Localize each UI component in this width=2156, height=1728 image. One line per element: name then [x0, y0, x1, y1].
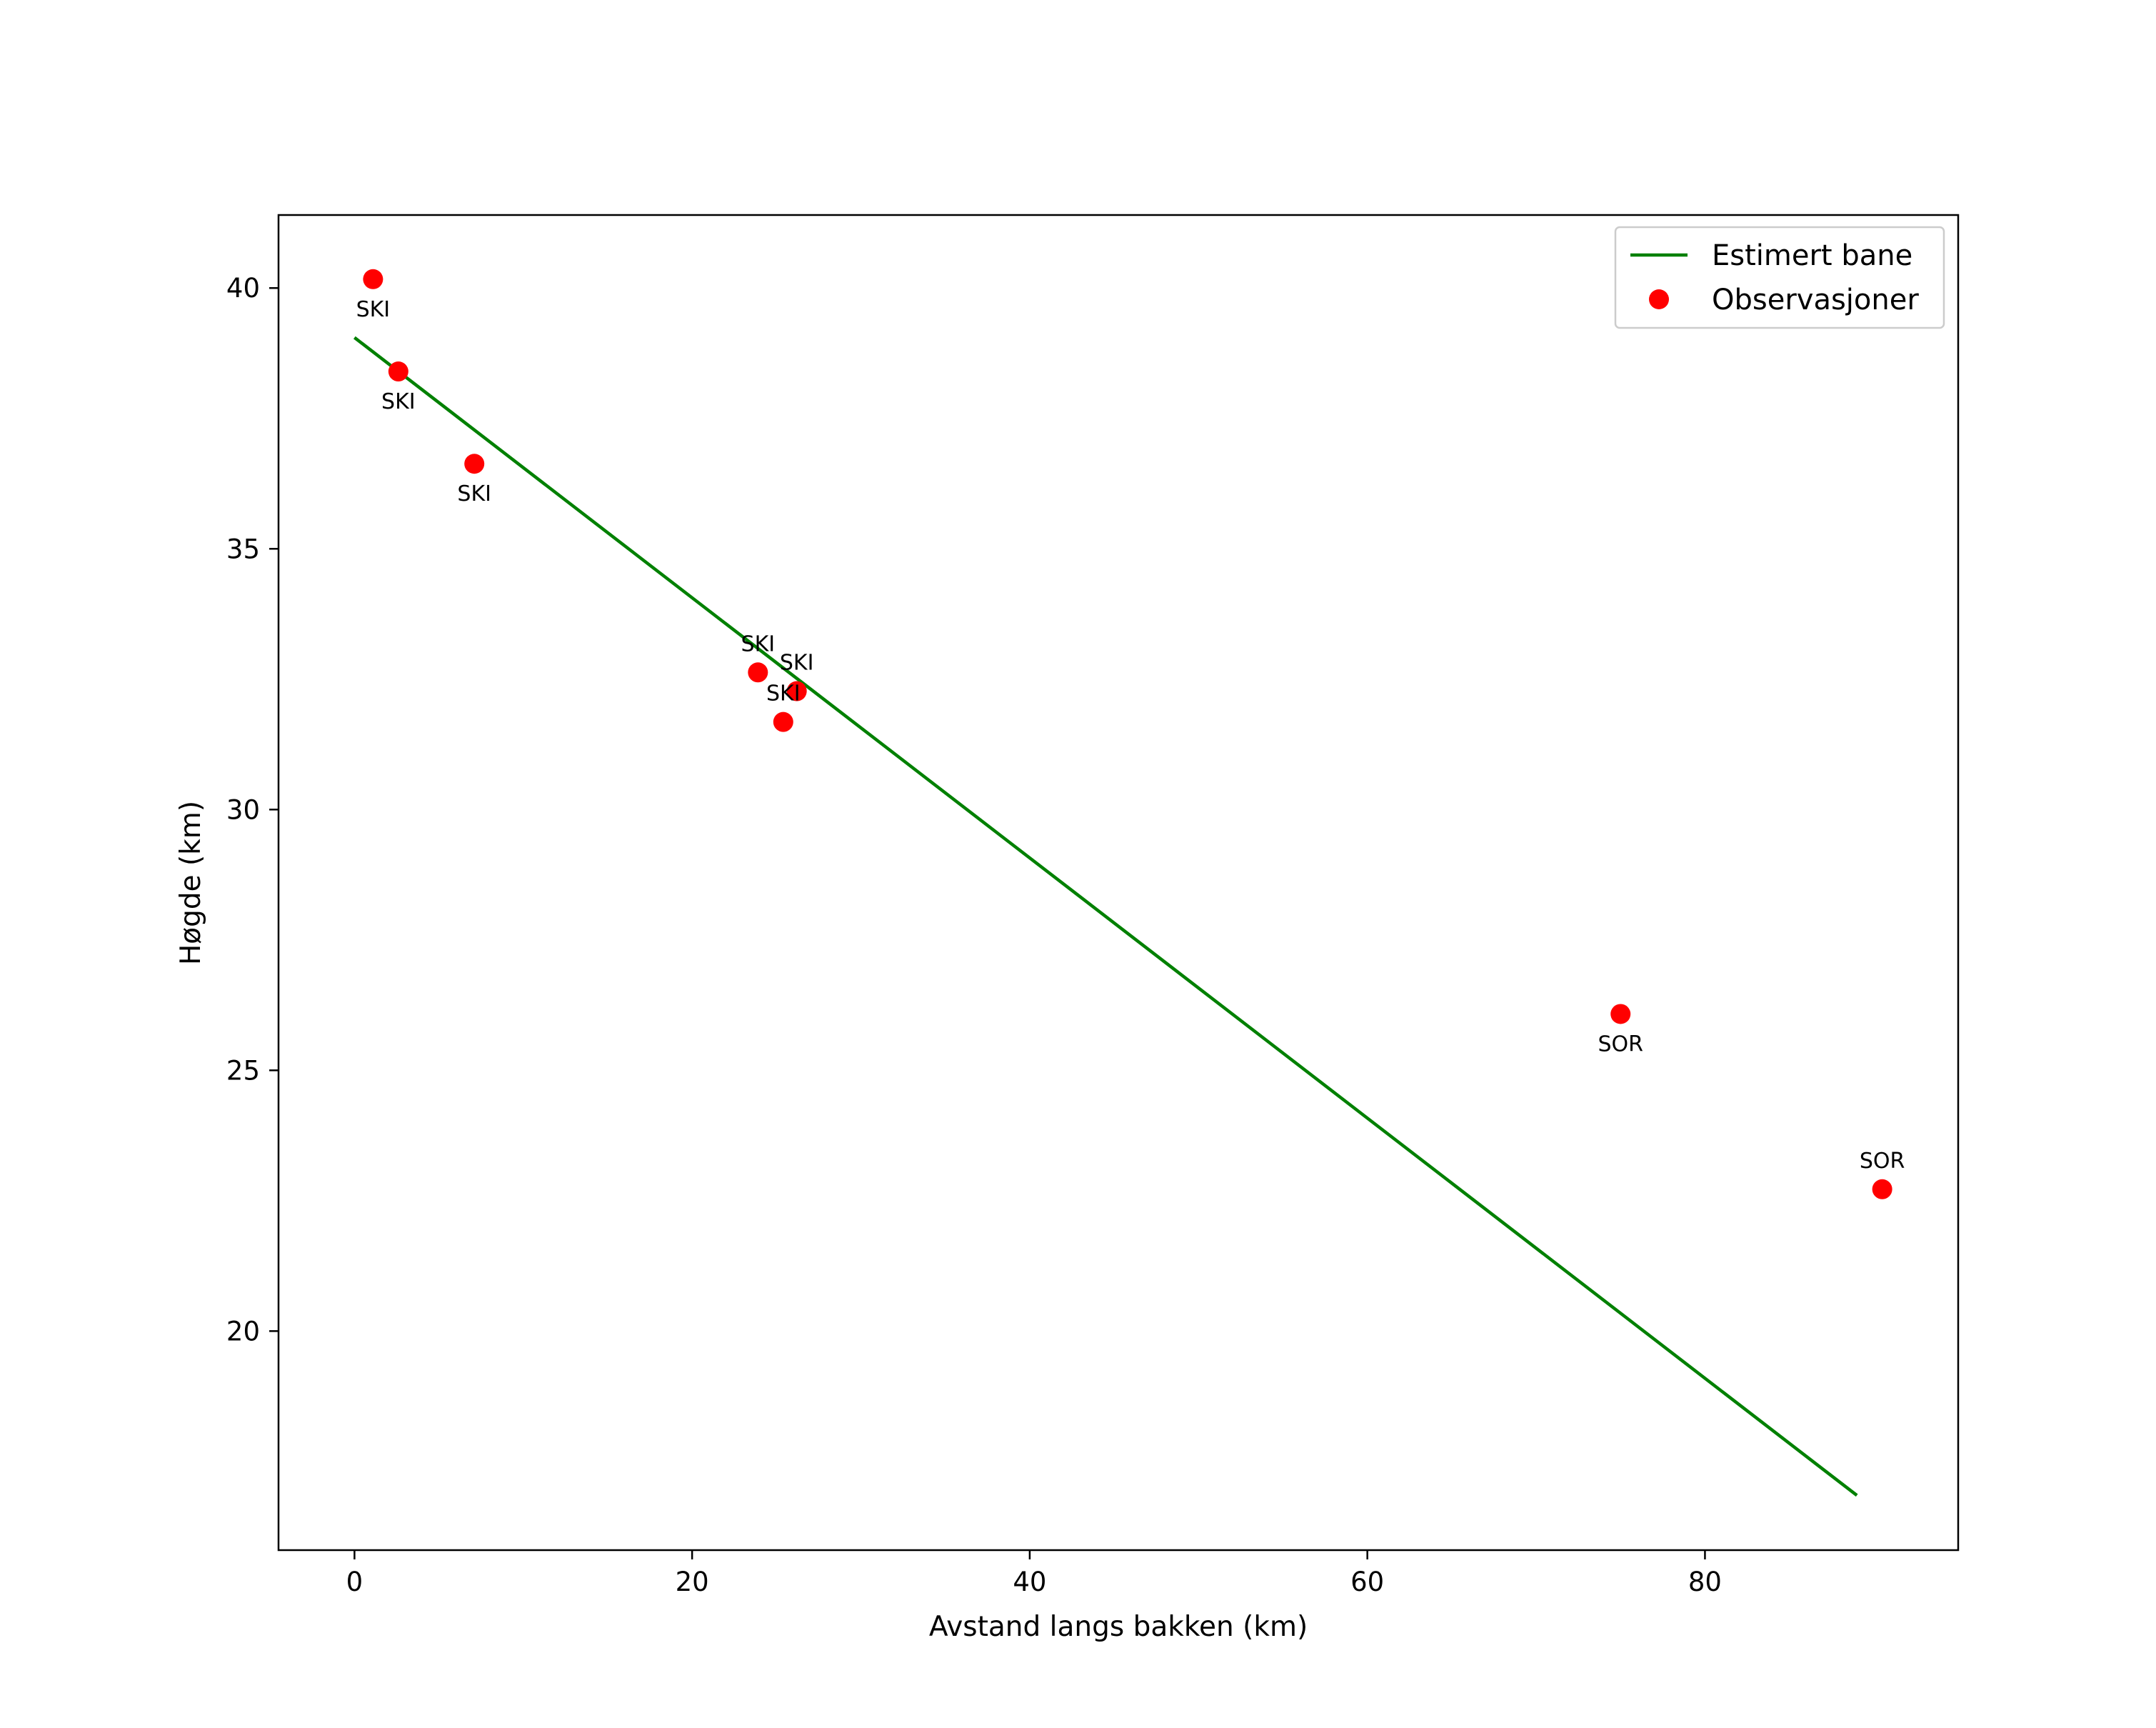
- observation-label: SKI: [780, 651, 814, 676]
- observation-point: [464, 454, 485, 474]
- axes-frame: [277, 214, 1960, 1552]
- observation-label: SKI: [356, 297, 391, 322]
- observation-label: SKI: [741, 631, 776, 656]
- y-tick-label: 35: [226, 534, 260, 564]
- legend-marker-swatch: [1649, 289, 1669, 309]
- y-tick-label: 40: [226, 273, 260, 304]
- legend-box: [1614, 226, 1945, 329]
- x-tick-label: 0: [346, 1567, 363, 1597]
- legend-label-scatter: Observasjoner: [1712, 284, 1919, 316]
- axis-ticks: 0 20 40 60 80 20 25 30 35 40: [226, 273, 1722, 1597]
- y-axis-label: Høgde (km): [175, 801, 207, 965]
- observation-point: [1610, 1004, 1631, 1024]
- observation-point: [773, 711, 793, 732]
- y-tick-label: 25: [226, 1055, 260, 1086]
- y-tick-label: 20: [226, 1316, 260, 1347]
- estimated-path-line: [353, 336, 1858, 1497]
- x-tick-label: 60: [1350, 1567, 1384, 1597]
- observation-point: [786, 681, 807, 701]
- observation-label: SKI: [381, 389, 416, 414]
- observation-label: SKI: [457, 481, 491, 506]
- observation-point: [1872, 1179, 1892, 1199]
- legend-label-line: Estimert bane: [1712, 239, 1912, 272]
- observation-label: SOR: [1860, 1149, 1905, 1174]
- x-tick-label: 40: [1013, 1567, 1046, 1597]
- x-tick-label: 20: [676, 1567, 709, 1597]
- x-axis-label: Avstand langs bakken (km): [929, 1611, 1308, 1643]
- observation-point: [363, 269, 383, 289]
- x-tick-label: 80: [1688, 1567, 1722, 1597]
- observation-point: [388, 361, 408, 382]
- legend: Estimert bane Observasjoner: [1614, 226, 1945, 329]
- observation-point: [748, 662, 768, 683]
- y-tick-label: 30: [226, 794, 260, 825]
- observation-label: SKI: [766, 681, 801, 706]
- observation-label: SOR: [1598, 1032, 1643, 1057]
